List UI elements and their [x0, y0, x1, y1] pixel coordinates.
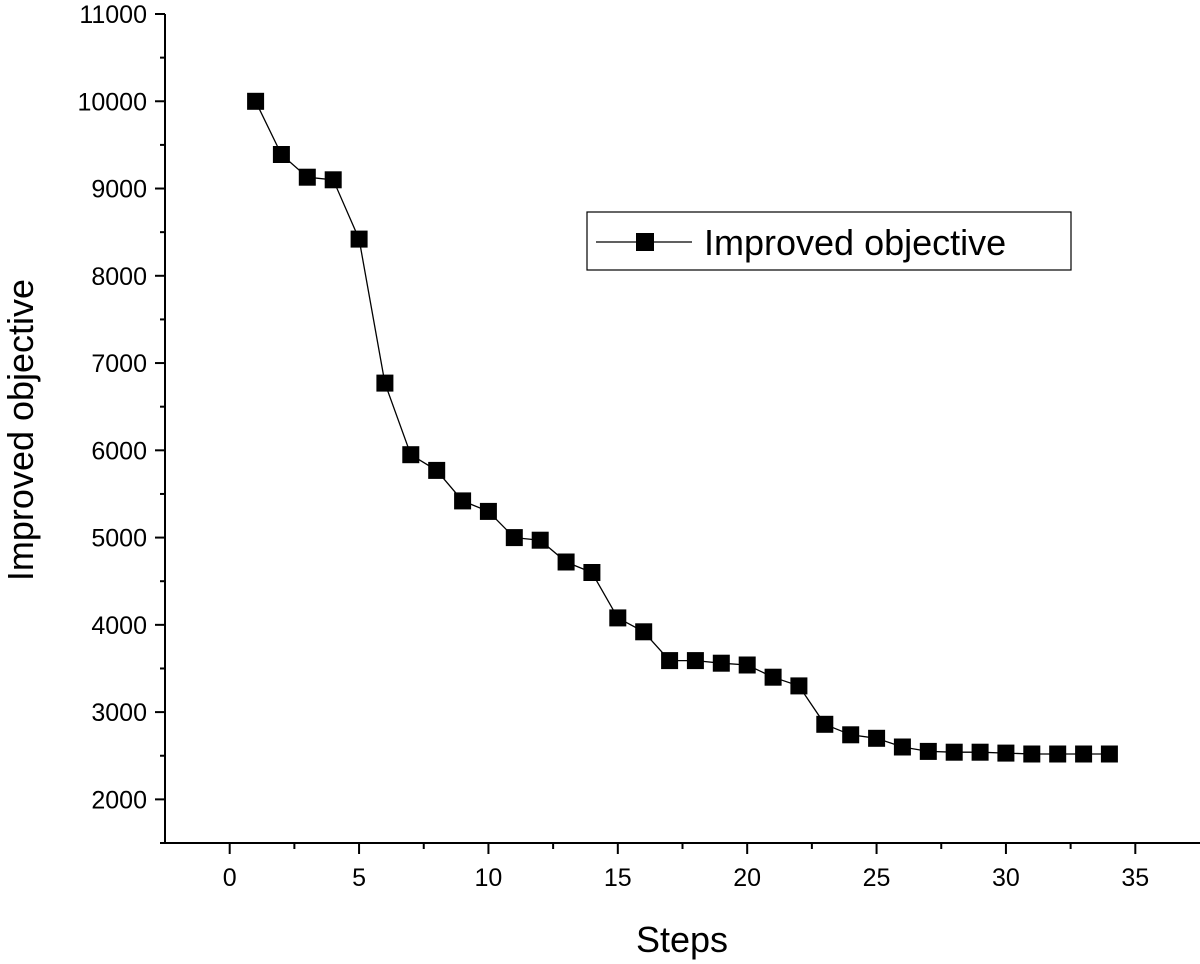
data-point — [272, 146, 290, 163]
data-point — [531, 531, 549, 549]
legend: Improved objective — [586, 211, 1072, 271]
data-point — [1023, 745, 1041, 763]
data-point — [868, 729, 886, 747]
data-point — [402, 446, 420, 464]
y-ticks: 2000 3000 4000 5000 6000 7000 8000 9000 10000 110… — [77, 1, 165, 844]
y-tick-label: 8000 — [91, 263, 147, 291]
data-point — [790, 677, 808, 695]
data-point — [324, 171, 342, 189]
y-tick-label: 4000 — [91, 612, 147, 640]
data-point — [247, 92, 265, 110]
y-tick-label: 11000 — [79, 1, 147, 29]
y-tick-label: 3000 — [91, 699, 147, 727]
series-line — [255, 101, 1110, 755]
x-tick-label: 20 — [733, 864, 761, 892]
data-point — [583, 564, 601, 581]
x-tick-label: 5 — [352, 864, 366, 892]
data-point — [428, 461, 446, 479]
legend-label: Improved objective — [704, 222, 1006, 263]
data-point — [738, 656, 756, 674]
y-tick-label: 2000 — [91, 786, 147, 814]
y-tick-label: 6000 — [91, 437, 147, 465]
y-tick-label: 9000 — [91, 176, 147, 204]
data-point — [686, 652, 704, 670]
data-point — [635, 623, 653, 641]
x-tick-label: 35 — [1121, 864, 1149, 892]
data-point — [893, 738, 911, 756]
data-point — [609, 609, 627, 627]
data-markers — [247, 92, 1118, 763]
data-point — [350, 230, 368, 248]
x-ticks: 0 5 10 15 20 25 30 35 — [223, 843, 1149, 892]
data-point — [505, 529, 523, 547]
y-axis-title: Improved objective — [0, 279, 41, 581]
data-point — [816, 715, 834, 733]
data-point — [842, 726, 860, 744]
data-point — [945, 743, 963, 761]
y-tick-label: 7000 — [91, 350, 147, 378]
x-tick-label: 10 — [475, 864, 503, 892]
x-tick-label: 30 — [992, 864, 1020, 892]
data-point — [1075, 745, 1093, 763]
data-point — [661, 652, 679, 670]
x-tick-label: 0 — [223, 864, 237, 892]
data-point — [712, 654, 730, 672]
x-axis-title: Steps — [636, 919, 728, 960]
data-point — [997, 744, 1015, 762]
data-point — [1100, 745, 1118, 763]
axes — [164, 14, 1200, 844]
data-point — [376, 374, 394, 392]
data-point — [298, 168, 316, 186]
data-point — [454, 492, 472, 510]
legend-marker-sample — [636, 233, 654, 251]
data-point — [1049, 745, 1067, 763]
data-point — [557, 553, 575, 571]
data-point — [971, 743, 989, 761]
x-tick-label: 15 — [604, 864, 632, 892]
data-point — [479, 502, 497, 520]
data-point — [919, 742, 937, 760]
x-tick-label: 25 — [863, 864, 891, 892]
legend-box — [586, 211, 1072, 271]
y-tick-label: 5000 — [91, 525, 147, 553]
y-tick-label: 10000 — [77, 88, 147, 116]
data-point — [764, 668, 782, 686]
